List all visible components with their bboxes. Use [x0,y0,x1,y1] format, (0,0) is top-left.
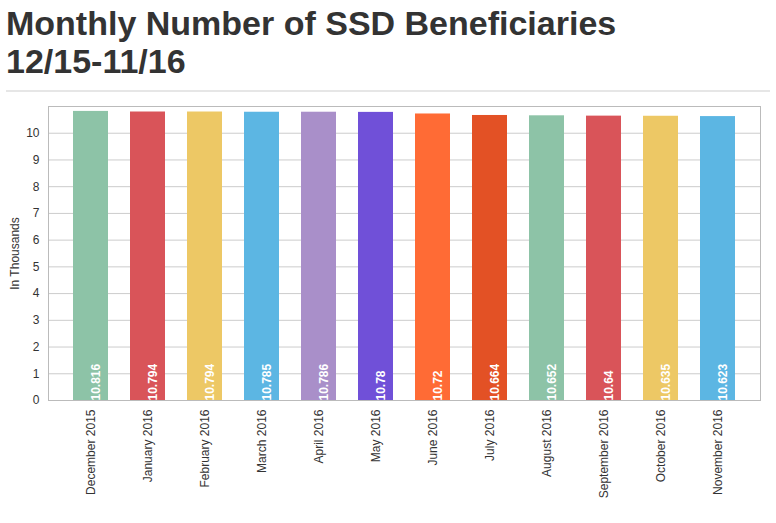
svg-text:May 2016: May 2016 [369,409,383,462]
svg-text:April 2016: April 2016 [312,409,326,463]
svg-text:10.794: 10.794 [203,363,217,400]
svg-text:10: 10 [26,126,40,140]
svg-text:February 2016: February 2016 [198,409,212,487]
svg-text:July 2016: July 2016 [483,409,497,461]
svg-text:10.652: 10.652 [545,363,559,400]
svg-text:2: 2 [33,340,40,354]
svg-text:10.623: 10.623 [716,363,730,400]
svg-text:6: 6 [33,233,40,247]
svg-text:October 2016: October 2016 [654,409,668,482]
svg-text:August 2016: August 2016 [540,409,554,477]
svg-text:10.785: 10.785 [260,363,274,400]
svg-text:8: 8 [33,180,40,194]
html-text:Monthly Number of SSD Benefici: Monthly Number of SSD Beneficiaries 12/1… [6,4,617,80]
svg-text:January 2016: January 2016 [141,409,155,482]
svg-text:10.794: 10.794 [146,363,160,400]
svg-text:1: 1 [33,367,40,381]
svg-text:10.64: 10.64 [602,370,616,400]
svg-text:3: 3 [33,313,40,327]
svg-text:10.635: 10.635 [659,363,673,400]
svg-text:9: 9 [33,153,40,167]
svg-text:10.72: 10.72 [431,370,445,400]
svg-text:10.786: 10.786 [317,363,331,400]
svg-text:10.664: 10.664 [488,363,502,400]
svg-text:June 2016: June 2016 [426,409,440,465]
svg-text:March 2016: March 2016 [255,409,269,473]
svg-text:In Thousands: In Thousands [8,217,22,290]
svg-text:7: 7 [33,206,40,220]
svg-text:November 2016: November 2016 [711,409,725,495]
svg-text:10.78: 10.78 [374,370,388,400]
svg-text:5: 5 [33,260,40,274]
svg-text:September 2016: September 2016 [597,409,611,498]
svg-text:10.816: 10.816 [89,363,103,400]
svg-text:0: 0 [33,393,40,407]
svg-text:4: 4 [33,286,40,300]
svg-text:December 2015: December 2015 [84,409,98,495]
